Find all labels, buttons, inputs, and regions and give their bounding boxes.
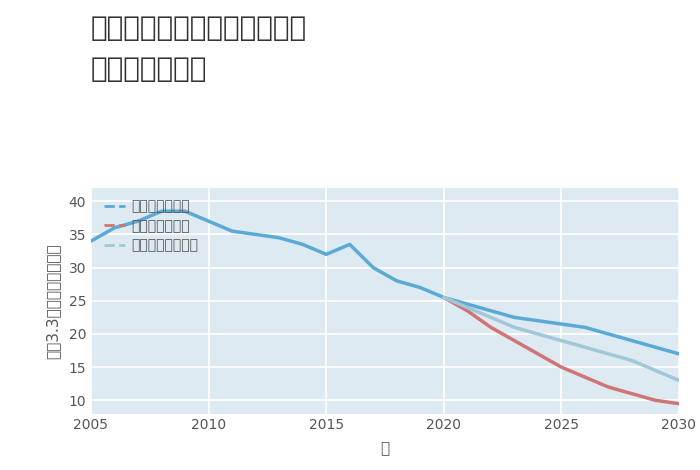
Text: 愛知県稲沢市平和町西光坊の
土地の価格推移: 愛知県稲沢市平和町西光坊の 土地の価格推移 <box>91 14 307 83</box>
X-axis label: 年: 年 <box>380 441 390 456</box>
Y-axis label: 坪（3.3㎡）単価（万円）: 坪（3.3㎡）単価（万円） <box>46 243 60 359</box>
Legend: グッドシナリオ, バッドシナリオ, ノーマルシナリオ: グッドシナリオ, バッドシナリオ, ノーマルシナリオ <box>104 199 199 252</box>
